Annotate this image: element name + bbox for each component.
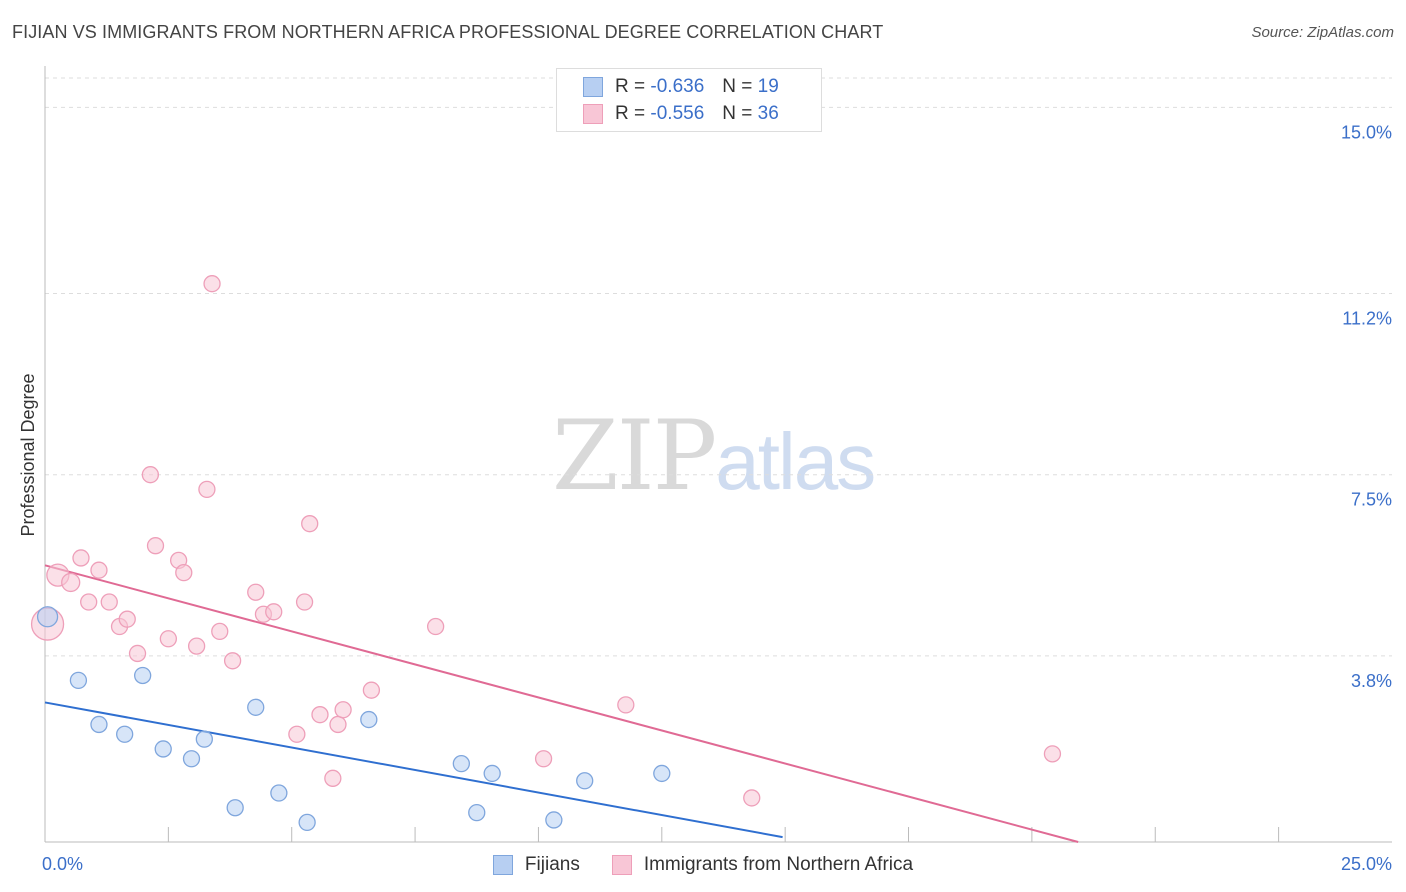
immigrants-point-5 [90,561,108,579]
series-legend: Fijians Immigrants from Northern Africa [0,852,1406,878]
fijians-point-17 [576,772,594,790]
immigrants-point-17 [203,275,221,293]
trend-lines [44,564,1079,843]
immigrants-point-28 [329,715,347,734]
fijians-point-12 [360,710,378,729]
immigrants-point-15 [187,637,206,655]
fijians-point-10 [270,784,288,802]
immigrants-point-31 [426,617,445,636]
immigrants-point-2 [61,572,81,593]
immigrants-point-27 [324,769,342,787]
y-tick-label-0: 3.8% [1351,671,1392,691]
fijians-n-label: N = [722,76,753,97]
immigrants-point-20 [247,583,265,601]
immigrants-point-12 [159,630,178,648]
fijians-swatch [583,77,603,97]
fijians-point-13 [452,754,470,773]
immigrants-swatch [583,104,603,124]
chart-title: FIJIAN VS IMMIGRANTS FROM NORTHERN AFRIC… [12,22,884,42]
immigrants-point-8 [118,610,136,628]
immigrants-point-16 [198,480,216,499]
legend-immigrants-label: Immigrants from Northern Africa [643,854,914,875]
immigrants-trendline [44,564,1079,843]
fijians-n-value: 19 [757,76,779,97]
fijians-point-9 [247,698,265,716]
immigrants-n-label: N = [722,103,753,124]
fijians-point-1 [69,671,88,690]
fijians-point-18 [653,764,671,783]
immigrants-point-25 [301,515,319,533]
fijians-r-label: R = [615,76,646,97]
immigrants-point-29 [334,701,352,719]
watermark-zip: ZIP [552,400,717,512]
legend-fijians-swatch [492,855,513,875]
fijians-r-value: -0.636 [650,76,705,97]
legend-fijians-label: Fijians [524,854,580,875]
legend-immigrants-swatch [611,855,632,875]
watermark-atlas: atlas [715,417,876,506]
fijians-point-2 [90,715,108,734]
immigrants-point-24 [295,593,314,611]
fijians-point-15 [483,764,501,783]
fijians-point-0 [36,606,59,628]
immigrants-point-34 [743,789,761,807]
legend-item-immigrants[interactable]: Immigrants from Northern Africa [611,854,914,876]
immigrants-point-4 [80,593,98,611]
immigrants-point-3 [72,549,90,567]
legend-row-fijians: R = -0.636 N = 19 [583,75,779,99]
fijians-trendline [44,701,783,839]
immigrants-point-32 [534,750,553,768]
fijians-point-11 [298,813,316,832]
immigrants-point-30 [362,681,381,699]
fijians-point-16 [545,811,563,829]
axes [44,66,1392,843]
immigrants-point-6 [100,593,118,611]
tick-labels: 3.8% 7.5% 11.2% 15.0% 0.0% 25.0% [42,122,1392,874]
y-axis-label: Professional Degree [18,373,38,536]
fijians-point-14 [468,803,486,822]
y-tick-label-3: 15.0% [1341,122,1392,142]
immigrants-point-35 [1043,745,1062,763]
fijians-point-3 [116,725,134,743]
immigrants-point-18 [211,622,229,641]
y-tick-label-2: 11.2% [1342,308,1392,328]
immigrants-r-value: -0.556 [650,103,705,124]
legend-item-fijians[interactable]: Fijians [492,854,580,876]
fijians-point-5 [154,740,172,758]
fijians-point-4 [134,666,152,685]
immigrants-point-33 [617,696,635,714]
x-tick-label-1: 25.0% [1341,854,1392,874]
immigrants-point-19 [223,652,242,670]
fijians-point-6 [182,750,201,768]
immigrants-point-22 [265,603,283,621]
immigrants-n-value: 36 [757,103,779,124]
fijians-point-8 [226,799,244,817]
immigrants-point-10 [141,466,160,484]
fijians-point-7 [195,730,213,748]
data-points [30,275,1062,832]
x-tick-label-0: 0.0% [42,854,83,874]
y-tick-label-1: 7.5% [1351,490,1392,510]
immigrants-point-14 [175,563,193,582]
immigrants-point-26 [311,706,329,724]
legend-row-immigrants: R = -0.556 N = 36 [583,102,779,126]
correlation-legend: R = -0.636 N = 19 R = -0.556 N = 36 [556,68,822,132]
immigrants-point-9 [128,644,147,663]
immigrants-point-23 [288,725,306,743]
watermark: ZIPatlas [552,400,876,512]
immigrants-point-11 [146,537,165,555]
source-label: Source: ZipAtlas.com [1251,24,1394,41]
grid-lines [45,77,1392,657]
immigrants-r-label: R = [615,103,646,124]
